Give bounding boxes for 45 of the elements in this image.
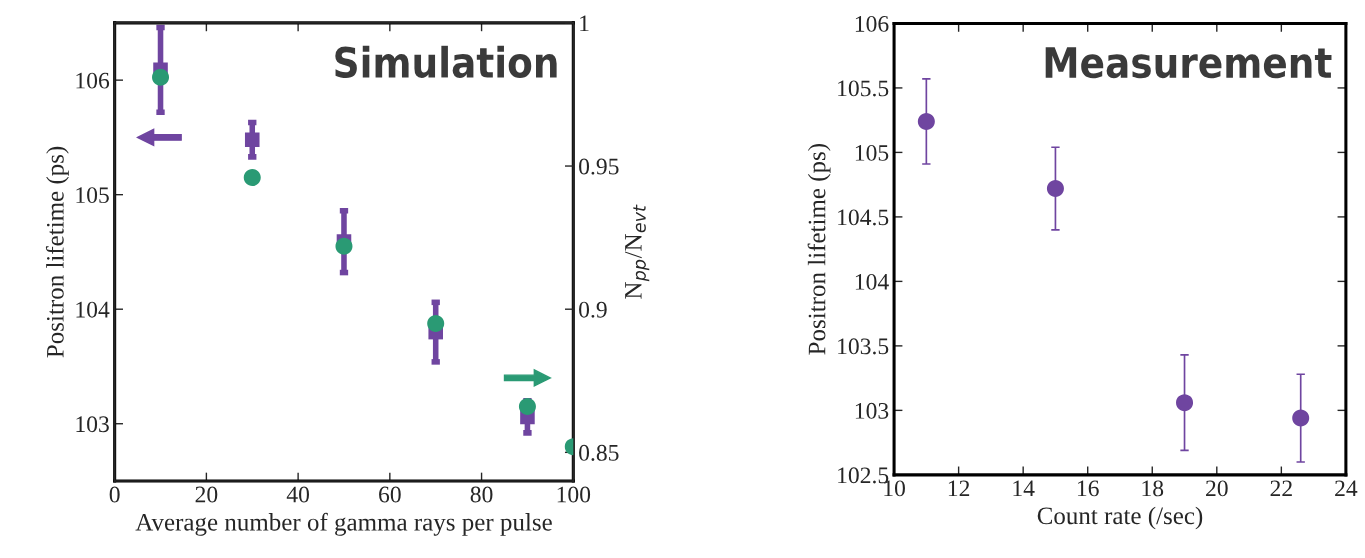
x-tick-label: 24 (1335, 480, 1358, 497)
point (1046, 180, 1064, 198)
y2-tick-label: 1 (580, 15, 589, 32)
y-tick-label: 104.5 (838, 209, 889, 226)
y-tick-label: 106 (76, 72, 110, 89)
x-tick-label: 40 (286, 486, 310, 503)
chart-title: Measurement (1045, 47, 1332, 79)
y-tick-label: 103.5 (838, 338, 889, 355)
x-tick-label: 16 (1077, 480, 1099, 497)
x-tick-label: 100 (557, 486, 591, 503)
x-tick-label: 18 (1142, 480, 1164, 497)
point (243, 168, 261, 186)
y2-tick-label: 0.95 (579, 158, 619, 175)
y-axis-title: Positron lifetime (ps) (807, 144, 831, 355)
x-tick-label: 14 (1013, 480, 1035, 497)
x-tick-label: 60 (379, 486, 401, 503)
y-tick-label: 103 (76, 416, 109, 433)
point (1292, 409, 1310, 427)
point (244, 132, 260, 147)
y-tick-label: 105.5 (838, 80, 889, 97)
y-tick-label: 104 (76, 301, 110, 318)
x-tick-label: 0 (109, 486, 120, 503)
point (152, 68, 170, 86)
x-tick-label: 22 (1270, 480, 1292, 497)
y-axis-title: Positron lifetime (ps) (45, 146, 69, 358)
x-tick-label: 20 (195, 486, 218, 503)
y-tick-label: 103 (855, 402, 889, 419)
x-axis-title: Average number of gamma rays per pulse (135, 512, 552, 536)
y-tick-label: 105 (855, 144, 889, 161)
x-tick-label: 20 (1206, 480, 1228, 497)
point (917, 112, 935, 130)
chart-title: Simulation (335, 45, 557, 79)
y-tick-label: 106 (855, 15, 889, 32)
x-tick-label: 12 (948, 480, 970, 497)
x-tick-label: 80 (470, 486, 493, 503)
x-axis-title: Count rate (/sec) (1037, 506, 1203, 530)
y2-axis-title: N$_{pp}$/N$_{evt}$ (625, 204, 650, 299)
y-tick-label: 105 (76, 187, 109, 204)
point (427, 315, 445, 333)
y2-tick-label: 0.85 (579, 444, 619, 461)
y-tick-label: 104 (855, 273, 889, 290)
point (1176, 394, 1194, 412)
point (518, 398, 536, 416)
point (335, 237, 353, 255)
y2-tick-label: 0.9 (579, 301, 607, 318)
